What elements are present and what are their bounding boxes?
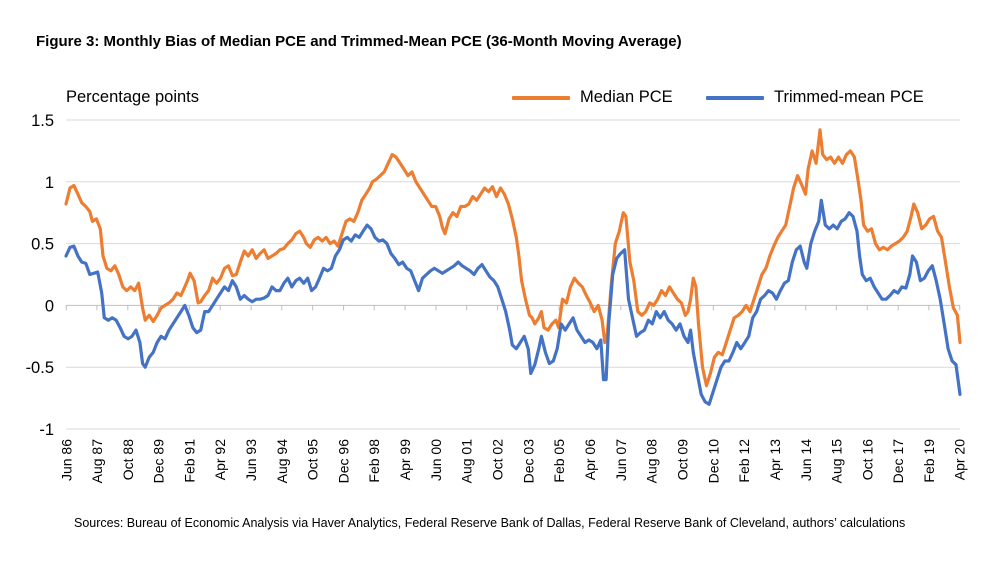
y-tick-label: 1.5: [31, 112, 54, 130]
x-tick-label: Aug 08: [644, 439, 660, 484]
gridlines: [66, 119, 960, 430]
series-line-trimmed-mean-pce: [64, 198, 962, 406]
y-tick-label: 0.5: [31, 236, 54, 254]
x-tick-label: Aug 15: [828, 439, 844, 484]
x-tick-label: Oct 02: [490, 439, 506, 480]
y-tick-label: 1: [45, 174, 54, 192]
legend-swatch-trimmed: [706, 95, 764, 100]
x-tick-label: Oct 09: [674, 439, 690, 480]
x-tick-label: Dec 89: [151, 439, 167, 484]
x-tick-label: Jun 00: [428, 439, 444, 481]
x-tick-label: Dec 10: [705, 439, 721, 484]
series-lines: [64, 128, 962, 406]
x-tick-label: Dec 17: [890, 439, 906, 484]
source-note: Sources: Bureau of Economic Analysis via…: [74, 516, 906, 530]
x-tick-label: Aug 94: [274, 439, 290, 484]
x-tick-label: Apr 99: [397, 439, 413, 480]
x-tick-label: Oct 16: [859, 439, 875, 480]
series-line-median-pce: [64, 128, 962, 388]
x-tick-label: Feb 19: [921, 439, 937, 483]
x-tick-label: Feb 91: [181, 439, 197, 483]
x-tick-label: Oct 88: [120, 439, 136, 480]
legend-label-trimmed: Trimmed-mean PCE: [774, 88, 924, 106]
x-tick-label: Jun 07: [613, 439, 629, 481]
x-tick-label: Apr 92: [212, 439, 228, 480]
x-tick-label: Feb 98: [366, 439, 382, 483]
legend-item-median: Median PCE: [512, 88, 673, 107]
x-tick-label: Apr 13: [767, 439, 783, 480]
x-tick-label: Jun 93: [243, 439, 259, 481]
legend-swatch-median: [512, 95, 570, 100]
y-tick-label: -0.5: [26, 359, 54, 377]
x-tick-label: Jun 14: [798, 439, 814, 481]
y-tick-label: 0: [45, 297, 54, 315]
x-tick-label: Aug 01: [459, 439, 475, 484]
legend-item-trimmed: Trimmed-mean PCE: [706, 88, 924, 107]
x-tick-label: Feb 12: [736, 439, 752, 483]
y-axis-label: Percentage points: [66, 88, 200, 106]
x-tick-label: Oct 95: [305, 439, 321, 480]
x-tick-label: Apr 20: [952, 439, 968, 480]
y-tick-label: -1: [39, 421, 54, 439]
x-tick-label: Jun 86: [58, 439, 74, 481]
x-tick-label: Dec 96: [336, 439, 352, 484]
x-tick-label: Feb 05: [551, 439, 567, 483]
figure-title: Figure 3: Monthly Bias of Median PCE and…: [36, 33, 682, 50]
x-tick-label: Dec 03: [521, 439, 537, 484]
x-tick-label: Apr 06: [582, 439, 598, 480]
x-tick-label: Aug 87: [89, 439, 105, 484]
legend-label-median: Median PCE: [580, 88, 673, 106]
